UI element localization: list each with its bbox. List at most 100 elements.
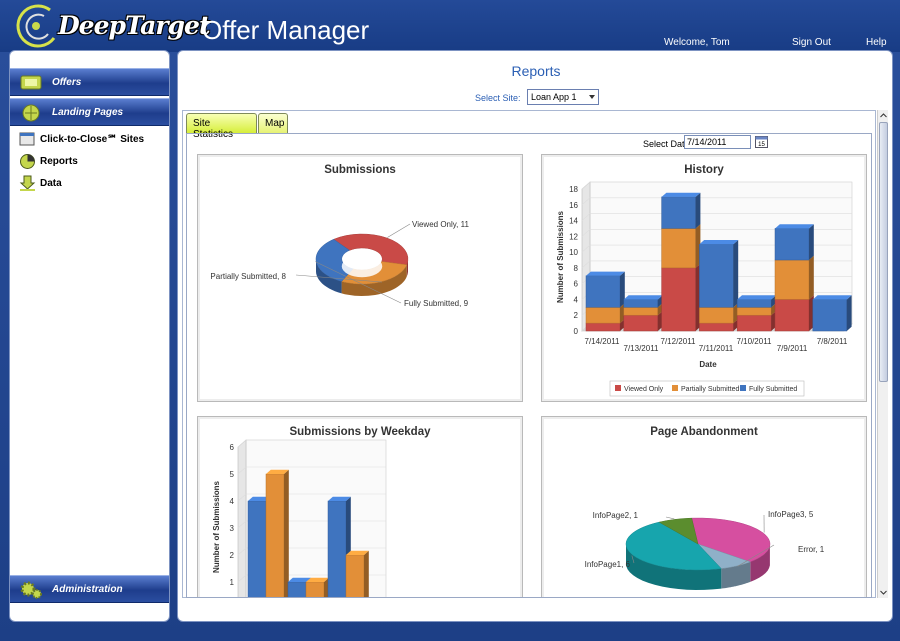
legend-label: Viewed Only xyxy=(624,386,664,393)
bar-segment-top xyxy=(661,192,701,197)
pie-leader-line xyxy=(631,555,635,564)
bar-segment-side xyxy=(695,192,701,229)
pie-leader-line xyxy=(315,261,402,304)
date-input[interactable]: 7/14/2011 xyxy=(684,135,751,149)
calendar-icon[interactable]: 15 xyxy=(755,135,768,148)
bar-segment xyxy=(699,307,734,324)
submissions-pie-svg: Viewed Only, 11 Partially Submitted, 8 Ful… xyxy=(210,220,469,308)
svg-text:15: 15 xyxy=(758,142,765,148)
bar-segment-top xyxy=(623,295,663,300)
gridline xyxy=(237,439,386,448)
bar-top xyxy=(328,496,351,501)
gridline xyxy=(237,466,386,475)
gear-icon xyxy=(20,581,42,599)
bar xyxy=(287,581,307,597)
x-tick-label: 7/12/2011 xyxy=(661,337,697,346)
bar xyxy=(327,500,347,597)
bar-segment xyxy=(585,275,621,308)
welcome-text: Welcome, Tom xyxy=(664,37,730,48)
pie-side-0 xyxy=(750,542,770,582)
plot-side-wall xyxy=(237,439,247,597)
y-tick-label: 16 xyxy=(569,201,578,210)
x-tick-label: 7/14/2011 xyxy=(585,337,621,346)
pie-label: InfoPage2, 1 xyxy=(593,511,639,520)
chart-title: Submissions by Weekday xyxy=(289,426,431,438)
reports-icon xyxy=(20,154,35,169)
select-date-label: Select Date xyxy=(643,139,690,149)
sidebar-item-click-to-close[interactable]: Click-to-Close℠ Sites xyxy=(19,131,159,149)
pie-slice-3 xyxy=(658,517,699,545)
pie-label: Fully Submitted, 9 xyxy=(404,299,469,308)
y-tick-label: 12 xyxy=(569,232,578,241)
gridline xyxy=(581,229,852,237)
sidebar-offers-label: Offers xyxy=(52,77,82,88)
bar-segment xyxy=(623,314,659,332)
app-header: DeepTarget Offer Manager Welcome, Tom Si… xyxy=(0,0,900,52)
data-download-icon xyxy=(19,175,36,191)
sidebar-item-reports[interactable]: Reports xyxy=(19,153,99,171)
main-panel: Reports Select Site: Loan App 1 Site Sta… xyxy=(177,50,893,622)
bar-segment-top xyxy=(737,295,776,300)
gridline xyxy=(581,244,852,253)
y-tick-label: 2 xyxy=(574,311,579,320)
bar xyxy=(345,554,365,597)
pie-hole xyxy=(341,255,383,278)
pie-slice-0 xyxy=(333,233,409,266)
tab-site-statistics[interactable]: Site Statistics xyxy=(186,113,257,140)
sidebar-item-data[interactable]: Data xyxy=(19,175,89,193)
weekday-bar-svg: 1 2 3 4 5 6 Number of Submissions xyxy=(212,439,387,597)
sidebar-landing-pages-button[interactable]: Landing Pages xyxy=(10,98,169,126)
y-tick-label: 6 xyxy=(574,280,579,289)
y-tick-label: 4 xyxy=(230,497,235,506)
page-abandonment-chart: Page Abandonment InfoPage3, 5 Error, 1 Inf… xyxy=(541,416,867,597)
y-tick-label: 18 xyxy=(569,185,578,194)
tab-map[interactable]: Map xyxy=(258,113,288,133)
gridline xyxy=(581,260,852,269)
site-select-value: Loan App 1 xyxy=(531,92,577,102)
bar-segment-side xyxy=(733,240,739,308)
pie-leader-line xyxy=(737,544,775,567)
help-link[interactable]: Help xyxy=(866,37,887,48)
sign-out-link[interactable]: Sign Out xyxy=(792,37,831,48)
legend-label: Fully Submitted xyxy=(749,386,797,393)
y-tick-label: 10 xyxy=(569,248,578,257)
chart-title: History xyxy=(684,164,724,176)
page-title: Reports xyxy=(511,63,561,79)
x-tick-label: 7/11/2011 xyxy=(699,344,734,353)
select-site-label: Select Site: xyxy=(475,93,521,103)
bar-segment xyxy=(585,322,621,332)
bar-segment xyxy=(661,196,696,229)
bar xyxy=(247,500,267,597)
sidebar-administration-label: Administration xyxy=(52,584,123,595)
y-tick-label: 8 xyxy=(574,264,579,273)
bar-segment xyxy=(661,267,696,332)
sidebar-offers-button[interactable]: Offers xyxy=(10,68,169,96)
sites-icon xyxy=(19,132,35,146)
gridline xyxy=(581,197,852,206)
site-select[interactable]: Loan App 1 xyxy=(527,89,599,105)
sidebar-administration-button[interactable]: Administration xyxy=(10,575,169,603)
bar-top xyxy=(288,577,311,582)
bar-top xyxy=(306,577,329,582)
bar-segment xyxy=(623,299,659,308)
scroll-thumb[interactable] xyxy=(879,122,888,382)
submissions-chart: Submissions Viewed Only, 11 Partially Sub… xyxy=(197,154,523,402)
y-tick-label: 4 xyxy=(574,295,579,304)
bar-segment-side xyxy=(620,271,625,308)
vertical-scrollbar[interactable] xyxy=(877,110,888,598)
landing-pages-icon xyxy=(22,104,40,122)
bar-segment xyxy=(661,228,696,269)
bar-segment xyxy=(736,307,772,316)
legend-label: Partially Submitted xyxy=(681,386,739,393)
scroll-down-icon[interactable] xyxy=(879,588,888,597)
bar xyxy=(265,473,285,597)
bar-side xyxy=(364,550,369,597)
pie-side-1 xyxy=(341,264,407,296)
bar-top xyxy=(346,550,369,555)
scroll-up-icon[interactable] xyxy=(879,111,888,120)
legend-swatch xyxy=(672,385,678,391)
chart-title: Submissions xyxy=(324,164,396,176)
y-tick-label: 0 xyxy=(574,327,579,336)
sidebar-landing-pages-label: Landing Pages xyxy=(52,107,124,118)
tabs-area: Site Statistics Map Select Date 7/14/201… xyxy=(182,110,876,598)
